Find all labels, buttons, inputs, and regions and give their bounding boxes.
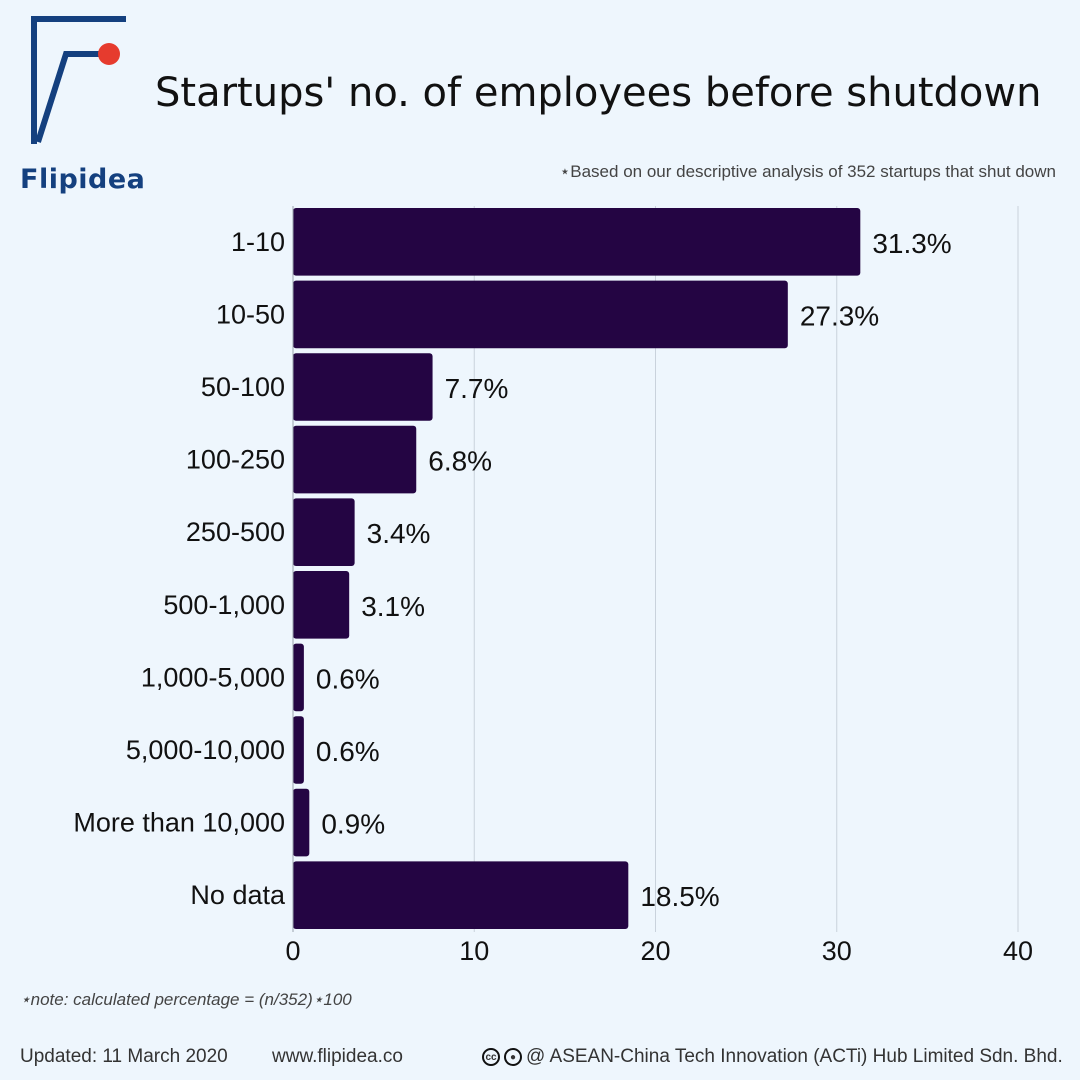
value-label: 0.6% bbox=[316, 663, 380, 694]
value-label: 6.8% bbox=[428, 446, 492, 477]
bar bbox=[293, 643, 304, 712]
x-tick-label: 30 bbox=[822, 936, 852, 966]
category-label: 100-250 bbox=[186, 445, 285, 475]
x-tick-label: 40 bbox=[1003, 936, 1033, 966]
bar bbox=[293, 861, 629, 929]
bar bbox=[293, 208, 861, 276]
category-label: 1,000-5,000 bbox=[141, 662, 285, 692]
bar bbox=[293, 788, 310, 857]
bar bbox=[293, 571, 350, 639]
page-title: Startups' no. of employees before shutdo… bbox=[155, 70, 1042, 116]
bar-chart: 0 10 20 30 40 1-10 31.3% 10-50 27.3% 50-100 7.7% 10… bbox=[73, 206, 1033, 966]
brand-name: Flipidea bbox=[20, 164, 146, 195]
flipidea-logo: Flipidea bbox=[18, 14, 148, 195]
bar bbox=[293, 353, 433, 421]
value-label: 3.4% bbox=[367, 518, 431, 549]
subtitle: ⋆Based on our descriptive analysis of 35… bbox=[559, 162, 1056, 181]
value-label: 27.3% bbox=[800, 300, 879, 331]
copyright-text: @ ASEAN-China Tech Innovation (ACTi) Hub… bbox=[526, 1046, 1063, 1067]
value-label: 3.1% bbox=[361, 591, 425, 622]
category-label: 250-500 bbox=[186, 517, 285, 547]
category-label: 10-50 bbox=[216, 299, 285, 329]
bar bbox=[293, 716, 304, 784]
bar bbox=[293, 280, 788, 349]
x-tick-label: 0 bbox=[285, 936, 300, 966]
x-tick-label: 20 bbox=[640, 936, 670, 966]
creative-commons-icon: cc bbox=[482, 1048, 500, 1066]
flipidea-logo-mark bbox=[31, 16, 126, 144]
category-label: No data bbox=[190, 880, 286, 910]
bar bbox=[293, 425, 417, 494]
value-label: 0.6% bbox=[316, 736, 380, 767]
value-label: 18.5% bbox=[640, 881, 719, 912]
category-label: 5,000-10,000 bbox=[126, 735, 285, 765]
value-label: 7.7% bbox=[445, 373, 509, 404]
copyright-notice: cc ● @ ASEAN-China Tech Innovation (ACTi… bbox=[482, 1046, 1063, 1068]
category-label: 1-10 bbox=[231, 227, 285, 257]
value-label: 0.9% bbox=[321, 809, 385, 840]
value-label: 31.3% bbox=[872, 228, 951, 259]
category-label: 500-1,000 bbox=[163, 590, 285, 620]
bar bbox=[293, 498, 355, 566]
category-label: 50-100 bbox=[201, 372, 285, 402]
x-tick-label: 10 bbox=[459, 936, 489, 966]
updated-date: Updated: 11 March 2020 bbox=[20, 1046, 228, 1067]
calculation-note: ⋆note: calculated percentage = (n/352)⋆1… bbox=[20, 990, 352, 1009]
category-label: More than 10,000 bbox=[73, 808, 285, 838]
website-link[interactable]: www.flipidea.co bbox=[272, 1046, 403, 1067]
attribution-icon: ● bbox=[504, 1048, 522, 1066]
